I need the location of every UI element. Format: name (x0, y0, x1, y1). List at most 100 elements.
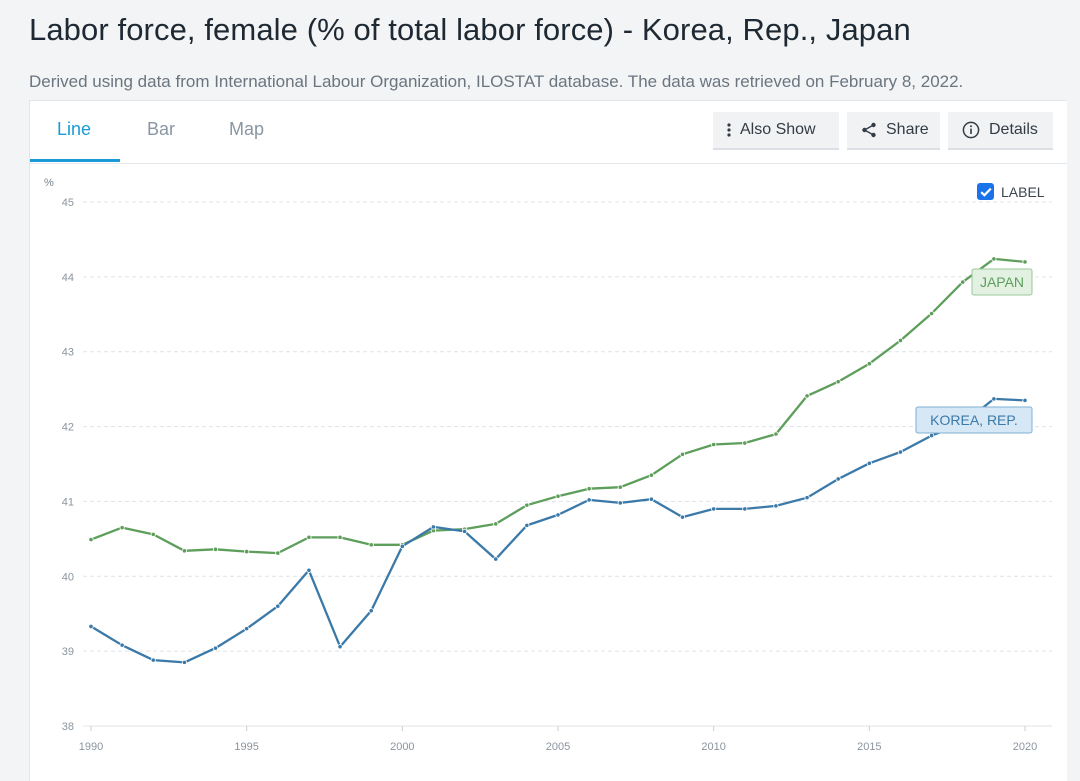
data-point-japan (337, 534, 343, 540)
share-button[interactable]: Share (847, 112, 940, 150)
data-point-japan (991, 256, 997, 262)
x-tick-label: 2010 (701, 741, 725, 753)
data-point-korea (119, 642, 125, 648)
data-point-korea (181, 659, 187, 665)
data-point-japan (1022, 259, 1028, 265)
data-point-japan (804, 393, 810, 399)
data-point-japan (368, 542, 374, 548)
data-point-korea (897, 449, 904, 455)
y-tick-label: 39 (62, 646, 74, 658)
data-point-korea (275, 603, 281, 609)
tab-map[interactable]: Map (229, 119, 265, 139)
x-tick-label: 2020 (1013, 741, 1037, 753)
data-point-japan (773, 431, 779, 437)
data-point-japan (866, 361, 872, 367)
data-point-japan (555, 493, 561, 499)
data-point-korea (742, 506, 748, 512)
data-point-korea (368, 608, 374, 614)
y-tick-label: 41 (62, 496, 74, 508)
details-label: Details (989, 121, 1038, 138)
data-point-korea (773, 503, 779, 509)
y-tick-label: 40 (62, 571, 74, 583)
data-point-korea (306, 567, 312, 573)
also-show-button[interactable]: Also Show (713, 112, 839, 150)
details-button[interactable]: Details (948, 112, 1053, 150)
data-point-korea (804, 495, 810, 501)
y-tick-label: 42 (62, 422, 74, 434)
x-tick-label: 1995 (234, 741, 258, 753)
active-tab-indicator (30, 159, 120, 162)
data-point-korea (493, 556, 499, 562)
data-point-korea (991, 396, 997, 402)
y-axis-unit-label: % (44, 177, 54, 189)
data-point-japan (617, 484, 623, 490)
series-label-japan: JAPAN (980, 274, 1024, 290)
data-point-korea (150, 657, 156, 663)
data-point-japan (742, 440, 748, 446)
data-point-korea (866, 460, 872, 466)
data-point-japan (648, 472, 655, 478)
label-checkbox[interactable] (977, 183, 994, 200)
label-toggle-text: LABEL (1001, 183, 1045, 200)
data-point-japan (493, 521, 499, 527)
also-show-label: Also Show (740, 121, 816, 138)
data-point-korea (555, 512, 561, 518)
data-point-korea (212, 645, 219, 651)
data-point-japan (835, 379, 841, 385)
data-point-japan (524, 502, 530, 508)
data-point-japan (928, 310, 935, 317)
data-point-korea (835, 476, 841, 482)
series-label-korea: KOREA, REP. (930, 412, 1018, 428)
data-point-japan (212, 546, 219, 552)
y-tick-label: 43 (62, 347, 74, 359)
y-tick-label: 38 (62, 721, 74, 733)
x-tick-label: 1990 (79, 741, 103, 753)
data-point-japan (150, 531, 156, 537)
data-point-japan (306, 534, 312, 540)
data-point-korea (928, 432, 935, 439)
data-point-korea (648, 496, 655, 502)
data-point-japan (897, 337, 904, 344)
data-point-japan (586, 486, 592, 492)
chart-tabs: Line Bar Map Also Show Share Details (30, 101, 1067, 164)
checkmark-icon (979, 187, 992, 197)
data-point-japan (88, 537, 94, 543)
chart-card: Line Bar Map Also Show Share Details LAB… (29, 100, 1067, 781)
info-icon (962, 121, 980, 139)
data-point-korea (617, 500, 623, 506)
y-tick-label: 44 (62, 272, 74, 284)
share-icon (861, 122, 877, 138)
data-point-japan (275, 550, 281, 556)
data-point-korea (399, 543, 405, 549)
tab-line[interactable]: Line (57, 119, 92, 139)
data-point-korea (679, 514, 686, 520)
data-point-japan (119, 525, 125, 531)
data-point-japan (960, 279, 966, 285)
data-point-korea (88, 623, 94, 630)
data-point-korea (430, 524, 437, 530)
data-point-korea (711, 506, 717, 512)
data-point-korea (1022, 397, 1028, 403)
label-toggle[interactable]: LABEL (977, 183, 1045, 200)
tab-bar[interactable]: Bar (147, 119, 176, 139)
series-line-korea (90, 397, 1026, 664)
data-point-korea (586, 497, 592, 503)
source-note: Derived using data from International La… (29, 72, 964, 91)
x-tick-label: 2000 (390, 741, 414, 753)
data-point-korea (461, 528, 468, 534)
series-label-box-japan (971, 268, 1033, 296)
data-point-japan (711, 441, 717, 448)
data-point-korea (244, 626, 250, 632)
y-tick-label: 45 (62, 197, 74, 209)
data-point-japan (244, 548, 250, 555)
page-title: Labor force, female (% of total labor fo… (29, 12, 911, 47)
data-point-japan (679, 451, 686, 457)
series-line-japan (90, 257, 1026, 555)
x-tick-label: 2015 (857, 741, 881, 753)
data-point-korea (524, 522, 530, 528)
more-vertical-icon (727, 123, 731, 137)
data-point-korea (337, 644, 343, 650)
share-label: Share (886, 121, 929, 138)
data-point-japan (181, 548, 187, 554)
